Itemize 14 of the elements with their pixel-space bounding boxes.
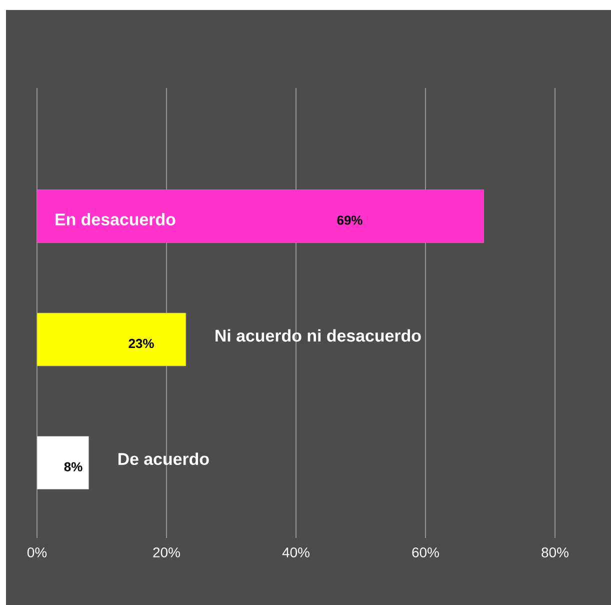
bar [36,190,484,243]
x-tick-label: 60% [412,548,439,558]
x-tick-label: 20% [153,548,180,558]
x-tick-label: 40% [282,548,310,558]
data-label: 23% [128,338,154,348]
y-tick-label: En desacuerdo [56,212,176,226]
data-label: 8% [64,462,82,472]
bar [36,312,186,366]
y-tick-label: Ni acuerdo ni desacuerdo [216,329,421,342]
x-tick-label: 80% [542,548,568,558]
x-tick-label: 0% [27,548,47,558]
data-label: 69% [337,216,362,225]
y-tick-label: De acuerdo [118,452,209,466]
bar [36,436,90,490]
